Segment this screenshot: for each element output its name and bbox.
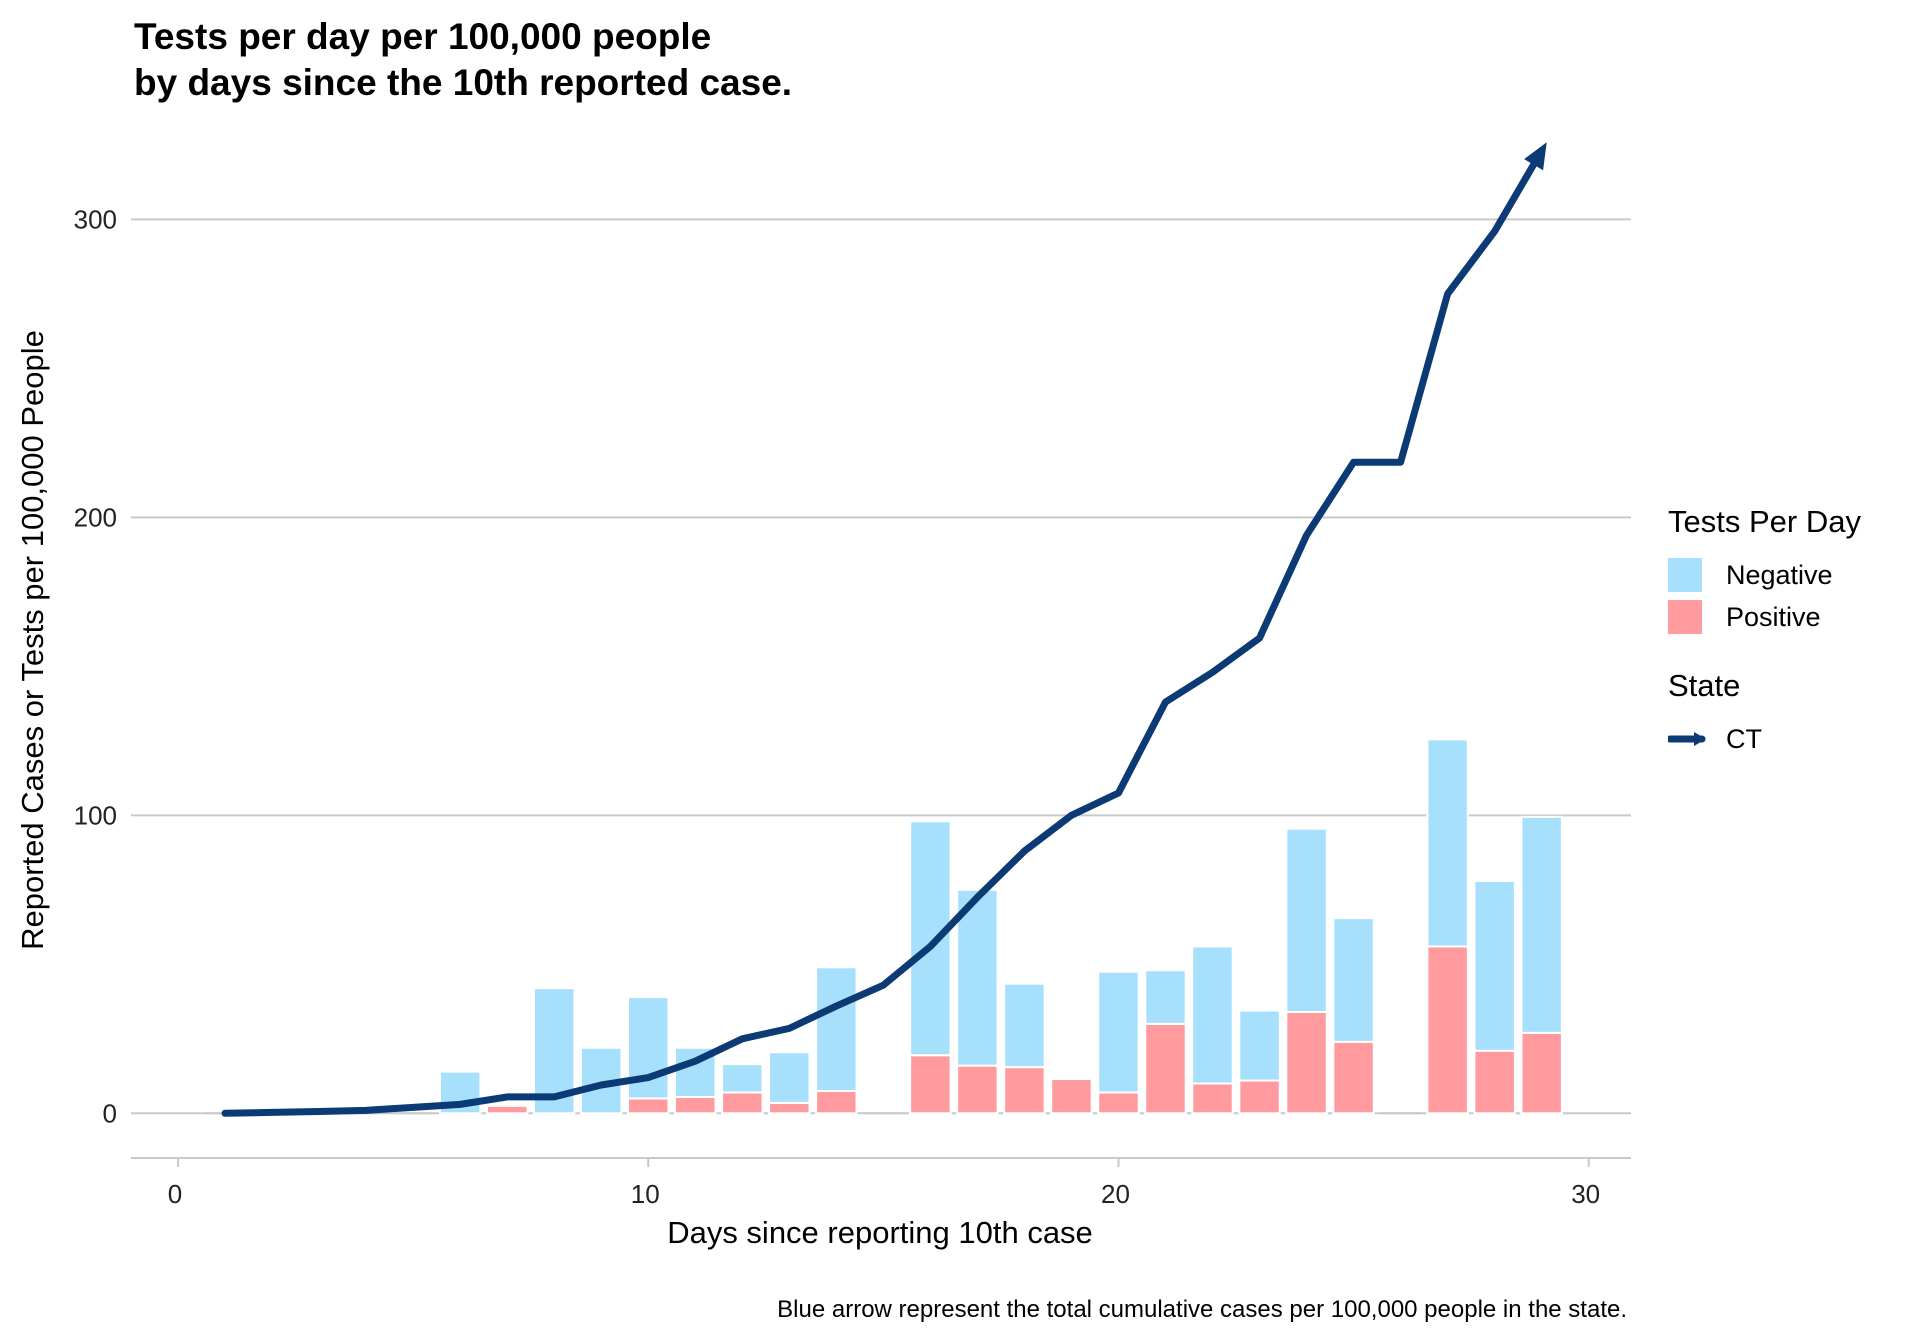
bar-positive-day-21: [1144, 1022, 1187, 1115]
legend-label-positive: Positive: [1726, 601, 1821, 632]
y-tick-label-0: 0: [103, 1098, 117, 1128]
legend-arrow-icon: [1668, 732, 1706, 746]
legend-swatch-positive: [1668, 600, 1702, 634]
x-tick-label-20: 20: [1101, 1179, 1130, 1209]
legend-line-title: State: [1668, 668, 1741, 703]
legend: Tests Per Day Negative Positive State CT: [1668, 504, 1861, 760]
bar-negative-day-23: [1238, 1009, 1281, 1082]
legend-item-negative: Negative: [1668, 554, 1861, 596]
bar-negative-day-13: [768, 1051, 811, 1104]
bar-positive-day-7: [485, 1104, 529, 1115]
y-axis-title: Reported Cases or Tests per 100,000 Peop…: [15, 330, 50, 950]
bar-negative-day-25: [1332, 917, 1375, 1043]
bar-positive-day-28: [1473, 1049, 1516, 1115]
legend-item-ct: CT: [1668, 718, 1861, 760]
chart-title-line2: by days since the 10th reported case.: [134, 62, 793, 103]
x-tick-label-0: 0: [168, 1179, 182, 1209]
bar-positive-day-22: [1191, 1082, 1234, 1115]
bar-positive-day-18: [1003, 1066, 1046, 1115]
bar-negative-day-17: [956, 888, 999, 1067]
bar-positive-day-20: [1097, 1091, 1140, 1115]
x-axis-title: Days since reporting 10th case: [667, 1215, 1093, 1250]
bar-negative-day-14: [815, 966, 858, 1092]
bar-negative-day-16: [909, 820, 952, 1057]
bar-positive-day-29: [1520, 1031, 1563, 1115]
bar-positive-day-11: [674, 1095, 717, 1115]
legend-label-ct: CT: [1726, 723, 1762, 754]
axes: 0 100 200 300 0 10 20 30: [74, 204, 1631, 1209]
y-tick-label-100: 100: [74, 800, 117, 830]
bar-positive-day-12: [721, 1091, 764, 1115]
y-tick-label-200: 200: [74, 502, 117, 532]
bar-positive-day-17: [956, 1064, 999, 1115]
bar-negative-day-27: [1426, 738, 1469, 948]
legend-fill-title: Tests Per Day: [1668, 504, 1861, 539]
x-tick-label-10: 10: [631, 1179, 660, 1209]
bar-positive-day-24: [1285, 1010, 1328, 1115]
bar-positive-day-16: [909, 1054, 952, 1115]
bar-positive-day-27: [1426, 945, 1469, 1115]
bar-positive-day-14: [815, 1089, 858, 1115]
chart-title: Tests per day per 100,000 people by days…: [134, 14, 792, 106]
bars: [204, 738, 1563, 1115]
cumulative-line: [221, 142, 1547, 1117]
bar-positive-day-25: [1332, 1040, 1375, 1115]
x-tick-label-30: 30: [1571, 1179, 1600, 1209]
chart-caption: Blue arrow represent the total cumulativ…: [777, 1296, 1627, 1323]
bar-positive-day-13: [768, 1101, 811, 1115]
bar-positive-day-10: [627, 1097, 670, 1115]
bar-negative-day-21: [1144, 969, 1187, 1025]
bar-negative-day-20: [1097, 970, 1140, 1094]
legend-item-positive: Positive: [1668, 596, 1861, 638]
bar-positive-day-19: [1050, 1078, 1093, 1115]
legend-label-negative: Negative: [1726, 559, 1833, 590]
line-ct: [221, 147, 1546, 1117]
bar-negative-day-12: [721, 1063, 764, 1094]
bar-negative-day-18: [1003, 982, 1046, 1069]
bar-negative-day-28: [1473, 879, 1516, 1052]
chart-title-line1: Tests per day per 100,000 people: [134, 16, 712, 57]
grid-lines: [131, 218, 1631, 1115]
bar-negative-day-22: [1191, 945, 1234, 1085]
line-ct-arrowhead: [1524, 142, 1547, 171]
legend-swatch-negative: [1668, 558, 1702, 592]
bar-negative-day-8: [532, 987, 576, 1115]
bar-positive-day-23: [1238, 1079, 1281, 1115]
bar-negative-day-24: [1285, 827, 1328, 1013]
y-tick-label-300: 300: [74, 204, 117, 234]
bar-negative-day-29: [1520, 815, 1563, 1034]
